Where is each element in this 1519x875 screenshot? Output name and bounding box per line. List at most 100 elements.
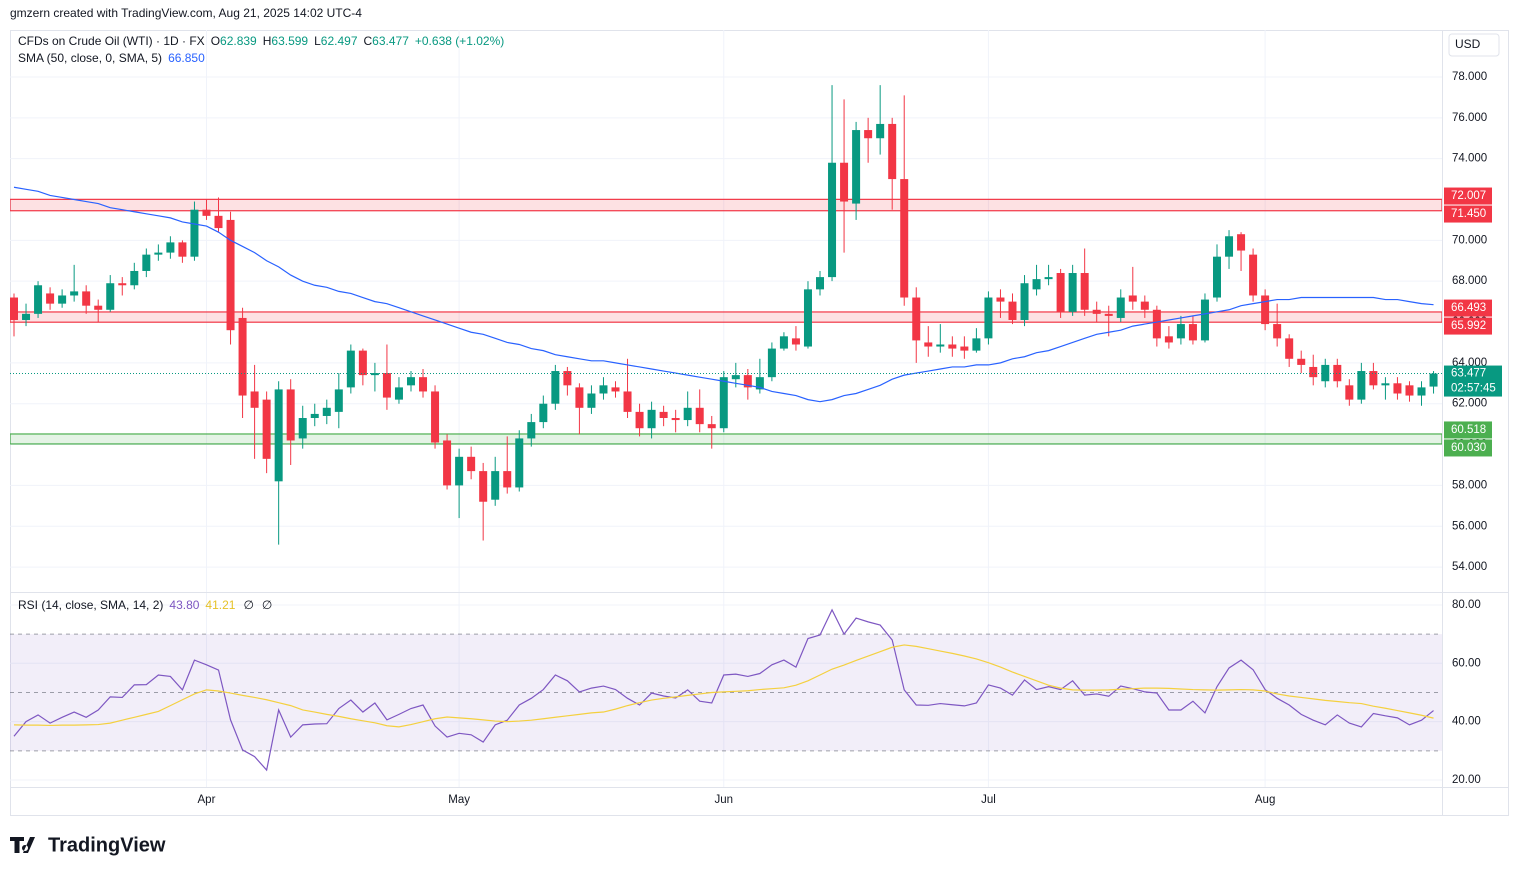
candle-body xyxy=(1273,324,1282,339)
candle-body xyxy=(406,377,415,386)
candle-body xyxy=(394,387,403,400)
candle-body xyxy=(671,418,680,421)
zone-label-box xyxy=(1444,187,1492,205)
x-tick-label: Aug xyxy=(1255,794,1275,806)
candle-body xyxy=(58,295,67,304)
candle-body xyxy=(695,407,704,425)
candle-body xyxy=(1381,383,1390,386)
x-tick-label: May xyxy=(448,794,470,806)
candle-body xyxy=(1237,234,1246,251)
x-tick-label: Apr xyxy=(198,794,216,806)
candle-body xyxy=(659,411,668,419)
candle-body xyxy=(94,305,103,310)
candle-body xyxy=(1008,301,1017,320)
y-tick-label: 70.000 xyxy=(1452,234,1487,246)
candle-body xyxy=(178,242,187,257)
countdown: 02:57:45 xyxy=(1451,383,1496,395)
candle-body xyxy=(779,336,788,349)
candle-body xyxy=(1213,256,1221,298)
zone-label: 65.992 xyxy=(1451,320,1486,332)
candle-body xyxy=(503,471,512,488)
candle-body xyxy=(539,403,548,423)
rsi-line xyxy=(13,644,1434,728)
candle-body xyxy=(214,215,223,229)
candle-body xyxy=(888,123,897,180)
zone-label-box xyxy=(1444,317,1492,335)
zone-label: 60.518 xyxy=(1451,424,1486,436)
candle-body xyxy=(599,385,608,394)
candle-body xyxy=(803,289,812,347)
candle-body xyxy=(106,283,115,310)
candle-body xyxy=(34,285,43,314)
candle-body xyxy=(370,373,379,376)
candle-body xyxy=(443,440,452,486)
candle-body xyxy=(852,130,861,204)
candle-body xyxy=(635,411,644,429)
candle-body xyxy=(1116,297,1125,318)
y-tick-label: 68.000 xyxy=(1452,275,1487,287)
candle-body xyxy=(683,407,692,421)
candle-body xyxy=(912,297,921,341)
price-pane xyxy=(10,85,1442,545)
candle-body xyxy=(467,456,476,472)
candle-body xyxy=(322,407,331,416)
y-tick-label: 58.000 xyxy=(1452,479,1487,491)
candle-body xyxy=(996,297,1005,302)
candle-body xyxy=(491,471,500,500)
candle-body xyxy=(130,270,139,286)
logo-text: TradingView xyxy=(48,834,166,856)
candle-body xyxy=(828,162,837,278)
candle-body xyxy=(1188,324,1197,341)
currency-box[interactable] xyxy=(1448,33,1500,57)
candle-body xyxy=(1249,254,1258,296)
sma-legend: SMA (50, close, 0, SMA, 5) 66.850 xyxy=(18,51,205,65)
y-tick-label: 62.000 xyxy=(1452,398,1487,410)
candle-body xyxy=(924,342,933,347)
candle-body xyxy=(575,387,584,408)
axes: 54.00056.00058.00060.00062.00064.00066.0… xyxy=(198,71,1502,806)
candle-body xyxy=(358,350,367,376)
y-tick-label: 56.000 xyxy=(1452,520,1487,532)
sma-line xyxy=(13,186,1434,403)
logo: TradingView xyxy=(10,834,166,856)
candle-body xyxy=(743,375,752,388)
candle-body xyxy=(226,219,235,331)
currency[interactable]: USD xyxy=(1455,37,1481,51)
candle-body xyxy=(816,277,825,290)
candle-body xyxy=(46,293,55,304)
candle-body xyxy=(1176,324,1185,339)
y-tick-label: 40.00 xyxy=(1452,716,1481,728)
candle-body xyxy=(1369,371,1378,386)
candle-body xyxy=(587,393,596,408)
candle-body xyxy=(791,338,800,345)
candle-body xyxy=(1044,277,1053,280)
last-price-box xyxy=(1444,365,1502,397)
frame xyxy=(10,30,1509,816)
candle-body xyxy=(419,377,428,392)
candle-body xyxy=(202,209,211,216)
candle-body xyxy=(238,317,247,396)
candle-body xyxy=(876,123,885,139)
candle-body xyxy=(70,291,79,296)
y-tick-label: 60.00 xyxy=(1452,657,1481,669)
candle-body xyxy=(455,456,464,486)
candle-body xyxy=(190,209,199,257)
candle-body xyxy=(1393,383,1402,394)
candle-body xyxy=(647,409,656,429)
candle-body xyxy=(1261,295,1270,325)
zone xyxy=(10,433,1442,445)
caption: gmzern created with TradingView.com, Aug… xyxy=(10,6,362,20)
candle-body xyxy=(551,371,560,404)
candle-body xyxy=(1032,279,1041,290)
candle-body xyxy=(310,413,319,419)
rsi-legend: RSI (14, close, SMA, 14, 2) 43.80 41.21 ∅ ∅ xyxy=(18,598,272,612)
candle-body xyxy=(767,348,776,378)
candle-body xyxy=(154,252,163,255)
candle-body xyxy=(1321,364,1330,382)
candle-body xyxy=(1405,385,1414,396)
candle-body xyxy=(515,438,524,488)
candle-body xyxy=(611,387,620,392)
candle-body xyxy=(1092,309,1101,314)
candle-body xyxy=(166,242,175,253)
